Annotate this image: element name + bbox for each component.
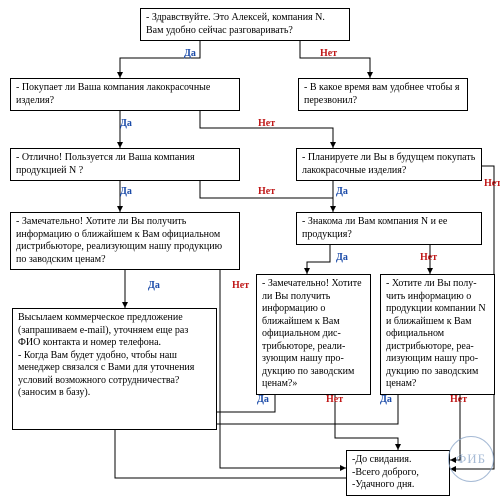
- edge-label-no-11: Нет: [420, 252, 437, 263]
- edge-label-no-3: Нет: [258, 118, 275, 129]
- flow-node-n11: -До свидания. -Всего доброго, -Удачного …: [346, 450, 450, 496]
- edge-label-yes-12: Да: [257, 394, 269, 405]
- watermark-badge: ФИБ: [448, 436, 494, 482]
- edge-label-yes-14: Да: [380, 394, 392, 405]
- flow-node-n2: - Покупает ли Ваша компания лакокрасоч­н…: [10, 78, 240, 111]
- edge-label-no-13: Нет: [326, 394, 343, 405]
- edge-label-no-7: Нет: [484, 178, 500, 189]
- flow-node-n6: - Замечательно! Хотите ли Вы получить ин…: [10, 212, 240, 270]
- edge-label-yes-6: Да: [336, 186, 348, 197]
- edge-label-no-1: Нет: [320, 48, 337, 59]
- edge-label-yes-2: Да: [120, 118, 132, 129]
- edge-label-yes-0: Да: [184, 48, 196, 59]
- edge-label-no-9: Нет: [232, 280, 249, 291]
- flow-node-n8: Высылаем коммерческое пред­ложение (запр…: [12, 308, 217, 430]
- flow-node-n10: - Хотите ли Вы полу­чить информацию о пр…: [380, 274, 495, 395]
- flow-node-n4: - Отлично! Пользуется ли Ваша компания п…: [10, 148, 240, 181]
- edge-label-yes-8: Да: [148, 280, 160, 291]
- flowchart-canvas: - Здравствуйте. Это Алексей, компания N.…: [0, 0, 500, 500]
- flow-node-n5: - Планируете ли Вы в будущем покупать ла…: [296, 148, 482, 181]
- flow-node-n9: - Замечательно! Хо­тите ли Вы полу­чить …: [256, 274, 371, 395]
- edge-label-yes-4: Да: [120, 186, 132, 197]
- edge-label-no-5: Нет: [258, 186, 275, 197]
- watermark-text: ФИБ: [456, 451, 486, 467]
- edge-label-yes-10: Да: [336, 252, 348, 263]
- flow-node-n7: - Знакома ли Вам компания N и ее продукц…: [296, 212, 482, 245]
- flow-node-n1: - Здравствуйте. Это Алексей, компания N.…: [140, 8, 350, 41]
- flow-node-n3: - В какое время вам удобнее чтобы я пере…: [298, 78, 468, 111]
- edge-label-no-15: Нет: [450, 394, 467, 405]
- edge-10: [307, 240, 330, 274]
